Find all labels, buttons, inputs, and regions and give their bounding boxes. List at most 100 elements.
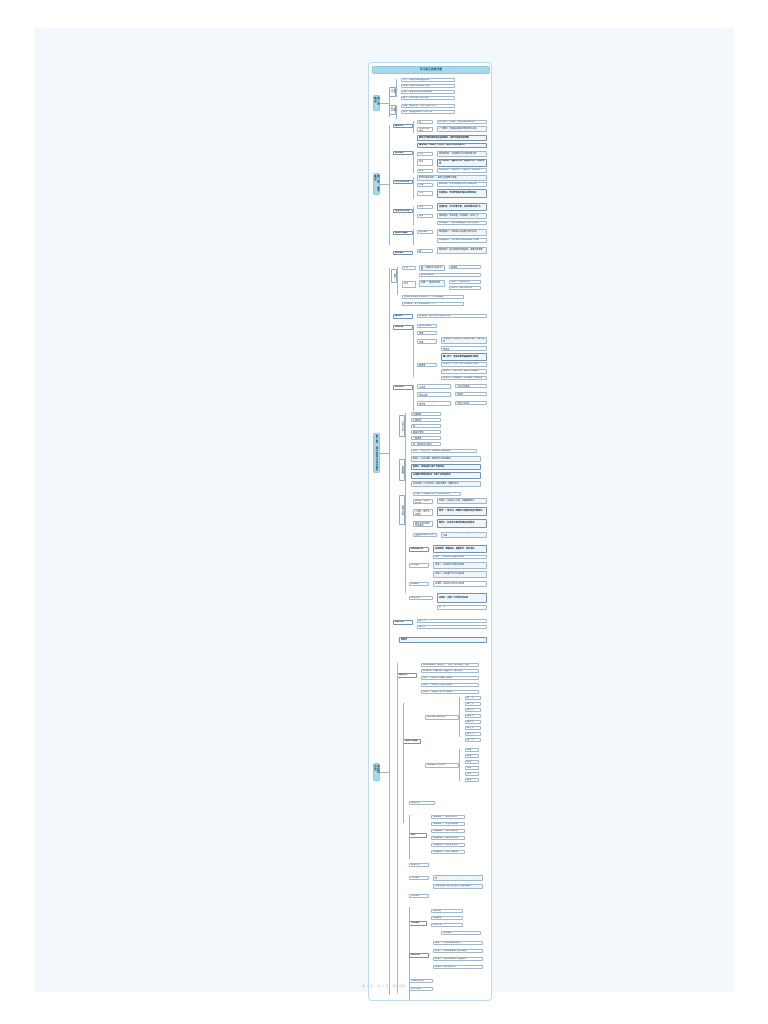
- node-cycle-2[interactable]: 实施: [465, 754, 479, 758]
- node-n99[interactable]: 效果评估: [409, 863, 429, 867]
- node-step-6[interactable]: 第六步: [465, 726, 481, 730]
- node-n78[interactable]: 应用四：在改进与优化中的应用: [433, 581, 487, 587]
- branch-node-b4[interactable]: 发展历程与阶段: [393, 209, 413, 213]
- node-n44[interactable]: 输出环节：提出方案、措施与实施建议: [441, 369, 487, 374]
- root-node-4[interactable]: 第四章 应用: [373, 763, 380, 781]
- node-n61[interactable]: 从案例中提炼可复制、可推广的有效经验: [411, 472, 481, 479]
- node-n30[interactable]: 原理一：整体性原理: [419, 280, 445, 287]
- node-n2[interactable]: 范围：涵盖的主要领域与边界: [401, 84, 455, 88]
- node-n58[interactable]: 案例一：背景介绍、主要做法与取得成效: [411, 449, 477, 453]
- node-n45[interactable]: 反馈环节：跟踪效果，修正偏差，持续改进: [441, 376, 487, 380]
- node-n77[interactable]: 发展趋势: [409, 582, 429, 586]
- node-step-4[interactable]: 第四步: [465, 714, 481, 718]
- node-n92[interactable]: 效果评估: [409, 801, 435, 805]
- node-n105[interactable]: 典型错误: [431, 916, 463, 920]
- node-n81[interactable]: 第一步: [437, 605, 487, 610]
- node-n20[interactable]: 成熟阶段：体系完整，标准规范，应用广泛: [437, 213, 487, 219]
- node-n59[interactable]: 案例二：存在问题、原因分析与改进措施: [411, 456, 481, 462]
- branch-label-5[interactable]: 典型案例: [399, 459, 405, 481]
- node-n22[interactable]: 理论基础二：控制论关注反馈与调节机制: [437, 229, 487, 236]
- node-n29[interactable]: 特点: [402, 281, 416, 288]
- node-step-2[interactable]: 第二步: [465, 702, 481, 706]
- branch-label-6[interactable]: 问题与对策: [399, 495, 405, 525]
- node-cycle-4[interactable]: 处理: [465, 766, 479, 770]
- node-n74[interactable]: 评价指标: [409, 563, 429, 568]
- node-n3[interactable]: 目的：解决实际问题并提供依据: [401, 90, 455, 94]
- node-n24[interactable]: 国内研究：起步较晚但发展迅速，成果不断涌现: [437, 247, 487, 254]
- node-n65[interactable]: 对策三：加大投入力度，完善基础条件: [437, 498, 487, 504]
- node-n102[interactable]: 评估结果应当及时反馈并作为改进依据: [433, 884, 483, 889]
- node-n101[interactable]: 评价指标: [409, 876, 429, 880]
- node-n4[interactable]: 意义：理论价值与现实价值: [401, 96, 455, 100]
- branch-node-app-1[interactable]: 基本定义: [397, 673, 417, 678]
- node-n49[interactable]: 定性指标：方向性、规范性与协调性: [455, 392, 487, 396]
- node-n87[interactable]: 应用一：在规划与决策中的应用: [421, 676, 479, 680]
- branch-node-b14[interactable]: 影响因素分析: [409, 547, 429, 552]
- node-n113[interactable]: 思考与练习: [409, 987, 433, 991]
- node-n90[interactable]: 实施步骤与操作要点: [425, 715, 459, 720]
- node-n39[interactable]: 介体要素：连接主体与客体的手段、工具与途径: [441, 337, 487, 344]
- node-n18-label[interactable]: 方法: [417, 191, 433, 196]
- node-cycle-6[interactable]: 提高: [465, 778, 479, 782]
- node-n34[interactable]: 主体要素：参与活动的组织与个人: [402, 302, 464, 306]
- node-n71[interactable]: 应用领域概述：覆盖生产、管理、服务等多个方面: [441, 532, 487, 538]
- node-n103[interactable]: 常见误区: [409, 894, 429, 898]
- node-n70[interactable]: 趋势四：绿色低碳与可持续发展成为主流方向: [413, 533, 437, 537]
- node-step-5[interactable]: 第五步: [465, 720, 481, 724]
- node-n109[interactable]: 经验二：坚持统筹兼顾与重点突破: [433, 949, 483, 953]
- node-n95[interactable]: 注意事项三：坚持问题导向: [431, 829, 465, 833]
- node-n57[interactable]: 综合运用多种方法，相互印证，提高结论可靠性: [411, 442, 441, 446]
- branch-node-b8[interactable]: 构成要素: [393, 325, 413, 330]
- node-n62[interactable]: 存在问题：认识不到位、机制不健全、保障不充分: [411, 481, 481, 487]
- node-n14-label[interactable]: 特点: [417, 159, 433, 166]
- node-n80[interactable]: 应用五：在推广与示范中的应用: [437, 593, 487, 603]
- branch-node-app-3[interactable]: 原则: [409, 833, 427, 838]
- node-step-7[interactable]: 第七步: [465, 732, 481, 736]
- node-n1[interactable]: 定义：对研究对象的基本界定: [401, 78, 455, 82]
- node-n48[interactable]: 主要因素与次要因素应当区分并抓住关键: [417, 392, 451, 397]
- node-n106[interactable]: 纠正方法: [431, 923, 463, 927]
- node-n5[interactable]: 内容：包括理论、方法与实践三部分: [401, 104, 455, 108]
- node-n35[interactable]: 客体要素：被作用的对象及其环境: [417, 314, 487, 318]
- node-cycle-1[interactable]: 准备: [465, 748, 479, 752]
- node-n19-label[interactable]: 原则: [417, 205, 433, 209]
- node-n21[interactable]: 理论基础一：系统论强调整体与部分的关系: [437, 221, 487, 225]
- node-n86[interactable]: 应用前提：明确目标、具备条件、落实责任: [421, 669, 479, 673]
- node-step-3[interactable]: 第三步: [465, 708, 481, 712]
- node-n88[interactable]: 应用二：在组织与协调中的应用: [421, 683, 479, 687]
- node-n22-label[interactable]: 研究现状: [417, 230, 433, 234]
- node-n104[interactable]: 误区辨析: [431, 909, 463, 913]
- branch-node-b7[interactable]: 基本原理: [393, 314, 413, 319]
- node-n42[interactable]: 原理三：动态平衡原理: [417, 363, 437, 367]
- node-n24-label[interactable]: 相关理论基础: [417, 249, 433, 253]
- node-n14[interactable]: 按作用划分：基础性作用、支撑性作用、导向性作用: [437, 159, 487, 167]
- node-n112[interactable]: 本章要点归纳: [409, 979, 433, 983]
- node-n19[interactable]: 发展阶段：方法不断丰富，应用范围持续扩大: [437, 203, 487, 211]
- node-n9[interactable]: 狭义概念：特指某一具体范畴内的对象: [437, 120, 487, 124]
- branch-node-b6[interactable]: 研究现状: [393, 251, 413, 255]
- node-n68[interactable]: 趋势二：跨领域融合与协同创新日益增强: [413, 521, 433, 527]
- branch-node-app-5[interactable]: 总结归纳: [409, 953, 429, 958]
- node-n96[interactable]: 注意事项四：强化过程管理: [431, 836, 465, 840]
- root-node-1[interactable]: 第一章 概述: [373, 95, 380, 111]
- node-n27[interactable]: 存在不足：理论与实践结合不够紧密: [449, 265, 481, 269]
- branch-node-app-4[interactable]: 常见误区: [409, 921, 427, 926]
- node-n110[interactable]: 经验三：坚持创新驱动与持续改进: [433, 957, 483, 961]
- node-n55[interactable]: 模型法：建立数学模型进行模拟与预测: [411, 430, 441, 434]
- node-step-1[interactable]: 第一步: [465, 696, 481, 700]
- node-n31[interactable]: 原理二：相关性原理: [449, 280, 481, 284]
- node-n75[interactable]: 应用二：在组织与协调中的应用: [433, 562, 487, 569]
- branch-label-3[interactable]: 概念: [391, 269, 397, 283]
- node-n73[interactable]: 应用一：在规划与决策中的应用: [433, 555, 487, 559]
- node-n12[interactable]: 基本特征：系统性、层次性、动态性与相对稳定性: [417, 143, 487, 148]
- node-n25[interactable]: 分类: [402, 266, 416, 270]
- node-n15-label[interactable]: 要素: [417, 169, 433, 173]
- node-n46[interactable]: 内部因素：结构、能力、制度与文化等: [417, 384, 451, 389]
- branch-node-b9[interactable]: 运行机制: [393, 385, 413, 390]
- node-n50[interactable]: 定量指标：数量、比例、效率与增长率: [417, 401, 451, 406]
- node-n69[interactable]: 趋势三：标准化与规范化建设持续推进: [437, 519, 487, 528]
- node-n52[interactable]: 调查法：问卷调查、访谈与实地观察: [411, 412, 441, 416]
- node-n64[interactable]: 对策二：健全制度机制，强化组织保障: [413, 499, 433, 504]
- node-n83[interactable]: 第三步: [417, 625, 487, 629]
- node-step-8[interactable]: 第八步: [465, 738, 481, 742]
